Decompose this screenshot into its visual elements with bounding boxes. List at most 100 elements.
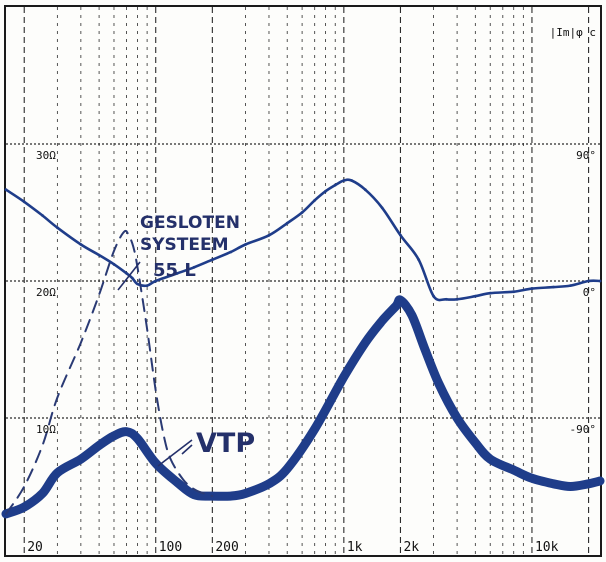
data-point-vtp: [473, 440, 478, 445]
data-point-phase: [79, 243, 83, 246]
data-point-phase: [473, 294, 477, 298]
tick-labels: 20 100 200 1k 2k 10k 30Ω 20Ω 10Ω 90° 0° -90°: [27, 149, 596, 555]
x-tick-label: 10k: [535, 540, 559, 555]
data-point-phase: [175, 272, 179, 275]
data-point-vtp: [175, 480, 180, 485]
data-point-vtp: [598, 479, 602, 483]
data-point-phase: [56, 226, 59, 230]
data-point-phase: [300, 211, 304, 214]
data-point-phase: [363, 188, 367, 192]
data-point-vtp: [341, 374, 346, 379]
data-point-vtp: [511, 468, 516, 473]
data-point-vtp: [363, 340, 368, 345]
data-point-phase: [210, 258, 214, 262]
data-point-phase: [380, 206, 384, 210]
data-point-phase: [552, 285, 555, 289]
data-point-phase: [432, 294, 435, 298]
x-tick-label: 100: [159, 540, 182, 555]
data-point-vtp: [228, 494, 233, 499]
data-point-phase: [145, 284, 149, 287]
annotation-gesloten: GESLOTEN: [140, 213, 240, 233]
series-line-gesloten: [5, 229, 214, 515]
data-point-phase: [112, 262, 116, 266]
x-tick-label: 1k: [347, 540, 363, 555]
y-left-tick-label: 10Ω: [36, 423, 56, 436]
data-point-phase: [587, 279, 590, 283]
data-point-phase: [569, 284, 572, 287]
series-line-phase: [4, 178, 602, 302]
data-point-phase: [154, 279, 158, 283]
data-point-phase: [192, 265, 196, 269]
data-point-vtp: [586, 481, 591, 486]
x-tick-label: 2k: [403, 540, 419, 555]
annotation-55l: 55 L: [153, 260, 196, 281]
data-point-vtp: [568, 484, 573, 489]
data-point-vtp: [488, 457, 493, 462]
data-point-vtp: [78, 457, 83, 462]
pointer-vtp: [157, 439, 193, 467]
data-point-phase: [512, 290, 516, 294]
data-point-phase: [136, 282, 139, 286]
data-point-vtp: [55, 470, 60, 475]
annotation-systeem: SYSTEEM: [140, 235, 229, 255]
data-point-phase: [229, 250, 233, 254]
data-point-phase: [417, 258, 421, 262]
data-point-vtp: [135, 436, 140, 441]
data-point-vtp: [192, 492, 197, 497]
x-tick-label: 20: [27, 540, 43, 555]
data-point-vtp: [398, 298, 403, 303]
data-point-phase: [444, 297, 448, 301]
data-point-vtp: [436, 381, 441, 386]
horizontal-grid: [6, 143, 600, 419]
data-point-vtp: [267, 481, 271, 486]
data-point-vtp: [97, 443, 102, 448]
data-point-phase: [244, 243, 247, 246]
data-point-phase: [267, 233, 271, 237]
data-point-vtp: [153, 461, 158, 466]
data-point-vtp: [530, 476, 534, 481]
data-point-phase: [530, 287, 534, 290]
annotation-vtp: VTP: [196, 428, 255, 459]
data-point-vtp: [243, 491, 248, 496]
data-point-phase: [488, 291, 492, 295]
pointer-vtp-dashed: [181, 444, 193, 455]
data-point-phase: [324, 189, 327, 193]
data-point-vtp: [124, 429, 129, 434]
pointer-gesloten: [117, 261, 141, 291]
data-point-vtp: [423, 347, 427, 352]
data-point-phase: [455, 297, 459, 301]
data-point-vtp: [409, 313, 414, 318]
data-point-vtp: [394, 303, 399, 308]
y-left-tick-label: 20Ω: [36, 286, 56, 299]
data-point-phase: [125, 272, 128, 275]
data-point-vtp: [40, 491, 45, 496]
y-right-tick-label: 90°: [576, 149, 596, 162]
data-point-phase: [41, 214, 44, 217]
y-right-tick-label: -90°: [570, 423, 597, 436]
corner-label: |Im|φ c: [550, 26, 596, 39]
data-point-vtp: [22, 505, 27, 510]
series-layer: [1, 178, 605, 519]
data-point-phase: [342, 179, 346, 182]
data-point-phase: [598, 279, 602, 283]
data-point-phase: [399, 233, 402, 237]
data-point-phase: [333, 183, 337, 187]
data-point-vtp: [455, 416, 460, 420]
data-point-phase: [350, 179, 353, 182]
data-point-vtp: [112, 433, 116, 438]
series-line-vtp: [1, 295, 605, 519]
data-point-phase: [22, 200, 26, 204]
data-point-phase: [4, 188, 8, 192]
data-point-phase: [285, 221, 289, 225]
data-point-vtp: [551, 481, 556, 486]
data-point-phase: [97, 253, 101, 257]
x-tick-label: 200: [215, 540, 238, 555]
data-point-phase: [313, 198, 317, 202]
data-point-vtp: [312, 427, 317, 431]
y-left-tick-label: 30Ω: [36, 149, 56, 162]
y-right-tick-label: 0°: [583, 286, 596, 299]
data-point-phase: [130, 276, 134, 280]
data-point-vtp: [285, 466, 290, 471]
data-point-vtp: [380, 318, 385, 323]
